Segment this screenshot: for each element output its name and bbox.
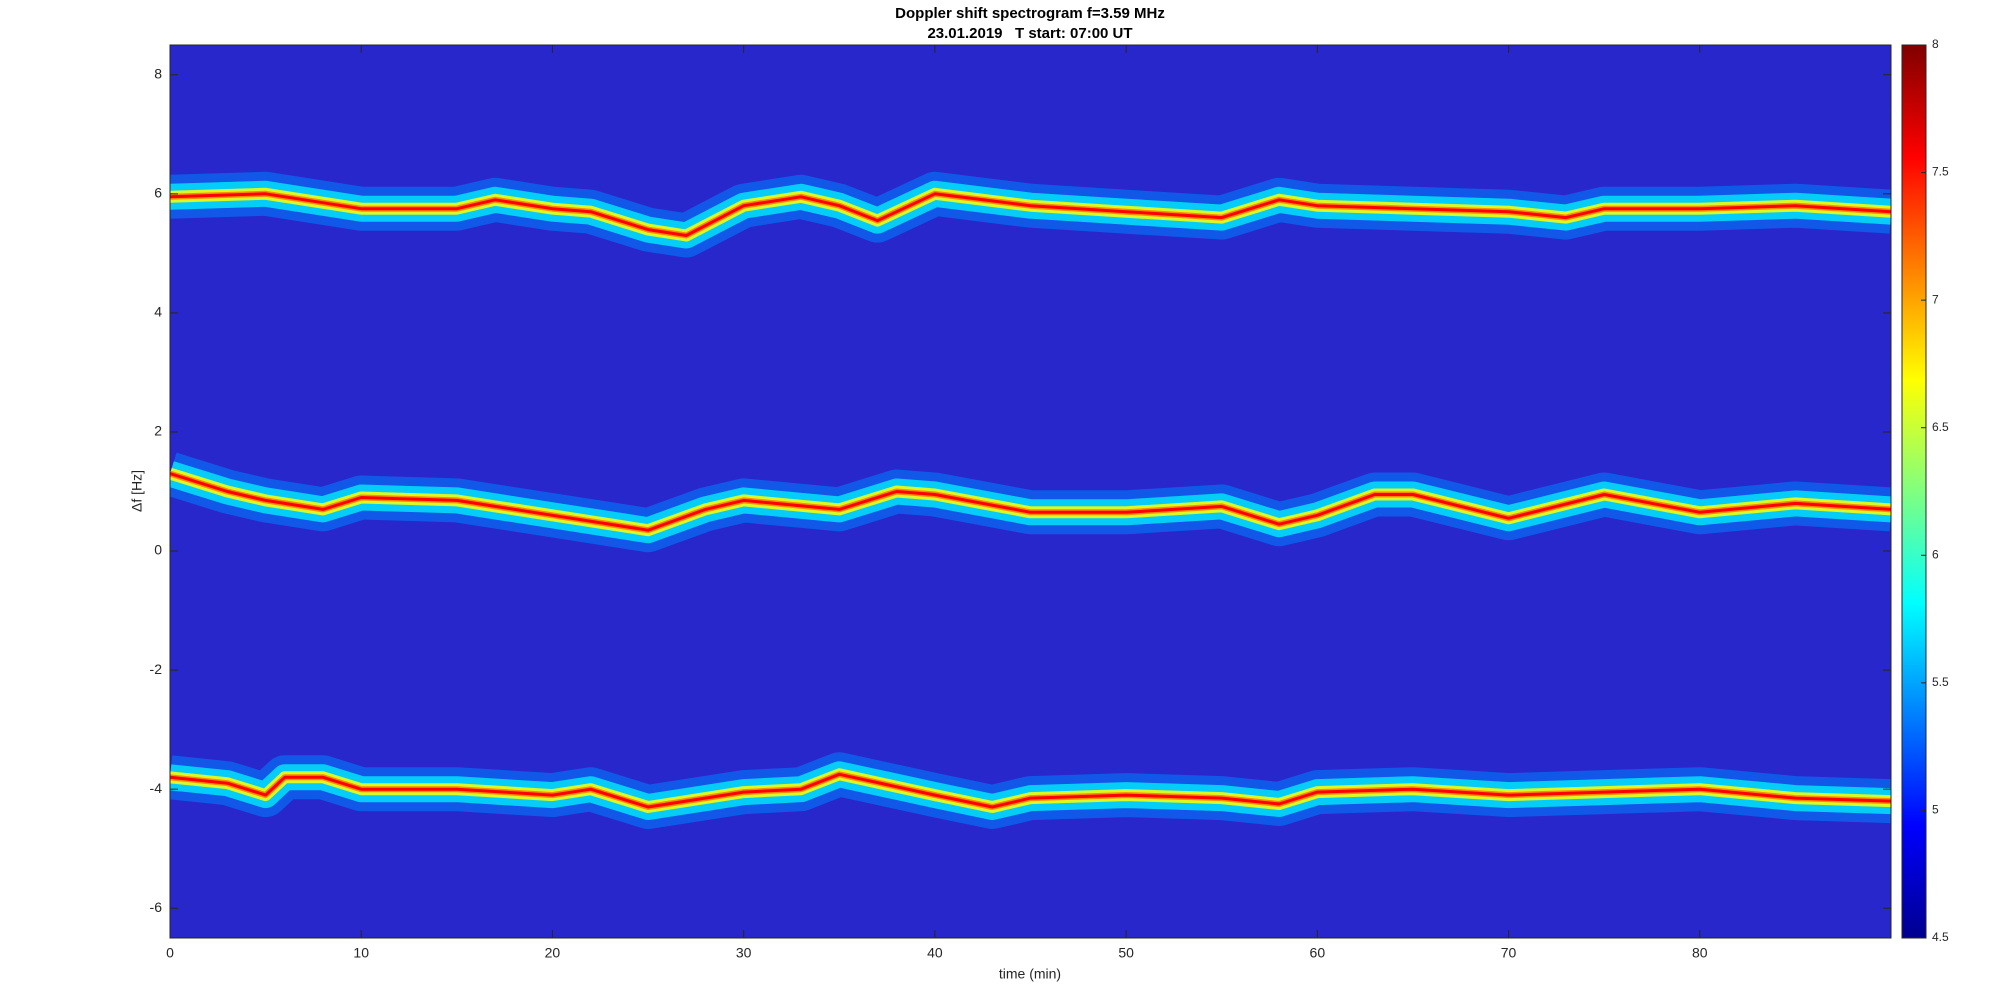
x-tick-label: 40 [927, 945, 943, 961]
ridge-line [170, 772, 1891, 809]
x-tick-label: 10 [353, 945, 369, 961]
x-tick-label: 0 [166, 945, 174, 961]
chart-subtitle: 23.01.2019 T start: 07:00 UT [927, 25, 1132, 42]
colorbar-tick-label: 5 [1932, 803, 1939, 817]
colorbar-tick-label: 6.5 [1932, 420, 1949, 434]
y-tick-label: 8 [154, 65, 162, 81]
chart-title: Doppler shift spectrogram f=3.59 MHz [895, 5, 1165, 22]
x-axis-label: time (min) [999, 966, 1061, 982]
ridge-line [170, 472, 1891, 532]
colorbar-tick-label: 6 [1932, 547, 1939, 561]
y-tick-label: 2 [154, 423, 162, 439]
colorbar-tick-label: 7.5 [1932, 165, 1949, 179]
y-tick-label: 4 [154, 304, 162, 320]
colorbar-frame [1901, 44, 1927, 939]
x-tick-label: 30 [736, 945, 752, 961]
x-tick-label: 80 [1692, 945, 1708, 961]
colorbar-tick-label: 8 [1932, 37, 1939, 51]
y-tick-label: -2 [150, 661, 163, 677]
x-tick-label: 60 [1310, 945, 1326, 961]
y-tick-label: 6 [154, 185, 162, 201]
colorbar-tick-label: 7 [1932, 292, 1939, 306]
colorbar-tick-label: 4.5 [1932, 930, 1949, 944]
y-tick-label: 0 [154, 542, 162, 558]
y-tick-label: -4 [150, 780, 163, 796]
y-tick-label: -6 [150, 899, 163, 915]
x-tick-label: 70 [1501, 945, 1517, 961]
ridge-line [170, 192, 1891, 237]
plot-frame [169, 44, 1892, 939]
colorbar-tick-label: 5.5 [1932, 675, 1949, 689]
colorbar [1902, 45, 1926, 938]
x-tick-label: 50 [1118, 945, 1134, 961]
y-axis-label: Δf [Hz] [129, 470, 145, 512]
x-tick-label: 20 [545, 945, 561, 961]
